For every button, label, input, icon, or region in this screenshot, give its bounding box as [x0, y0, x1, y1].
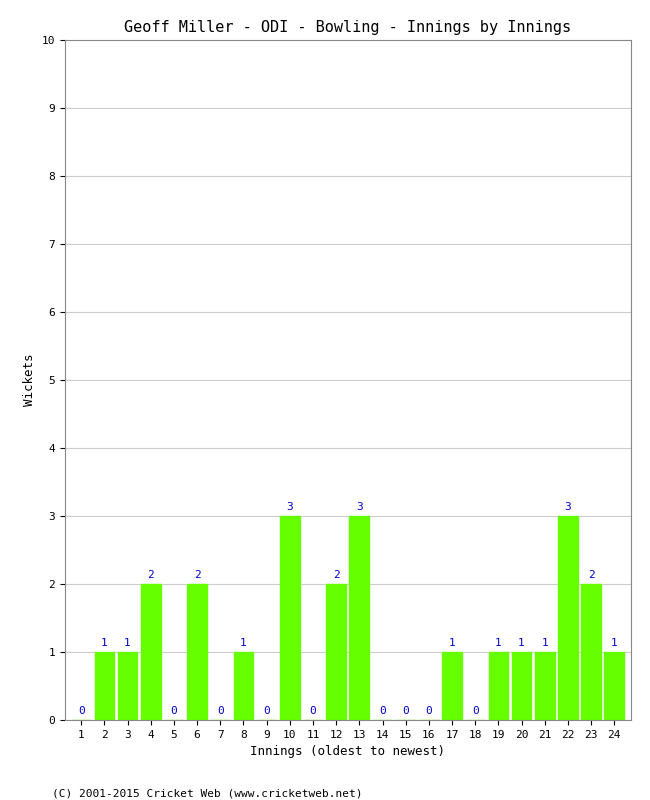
Text: 3: 3 — [356, 502, 363, 512]
Text: (C) 2001-2015 Cricket Web (www.cricketweb.net): (C) 2001-2015 Cricket Web (www.cricketwe… — [52, 788, 363, 798]
Text: 1: 1 — [495, 638, 502, 648]
Text: 0: 0 — [309, 706, 317, 716]
Text: 3: 3 — [565, 502, 571, 512]
Bar — [512, 652, 532, 720]
Text: 1: 1 — [541, 638, 548, 648]
Text: 0: 0 — [402, 706, 409, 716]
Text: 0: 0 — [78, 706, 84, 716]
Bar — [326, 584, 346, 720]
Title: Geoff Miller - ODI - Bowling - Innings by Innings: Geoff Miller - ODI - Bowling - Innings b… — [124, 20, 571, 34]
Text: 1: 1 — [124, 638, 131, 648]
Text: 0: 0 — [426, 706, 432, 716]
X-axis label: Innings (oldest to newest): Innings (oldest to newest) — [250, 746, 445, 758]
Bar — [118, 652, 137, 720]
Text: 2: 2 — [194, 570, 200, 580]
Bar — [489, 652, 508, 720]
Bar — [141, 584, 161, 720]
Bar — [558, 516, 578, 720]
Text: 0: 0 — [170, 706, 177, 716]
Bar — [187, 584, 207, 720]
Text: 2: 2 — [333, 570, 339, 580]
Text: 1: 1 — [611, 638, 618, 648]
Bar — [233, 652, 254, 720]
Bar — [535, 652, 554, 720]
Bar — [94, 652, 114, 720]
Text: 0: 0 — [217, 706, 224, 716]
Text: 0: 0 — [263, 706, 270, 716]
Text: 1: 1 — [240, 638, 247, 648]
Text: 0: 0 — [379, 706, 386, 716]
Bar — [604, 652, 624, 720]
Text: 2: 2 — [148, 570, 154, 580]
Y-axis label: Wickets: Wickets — [23, 354, 36, 406]
Bar — [280, 516, 300, 720]
Text: 1: 1 — [448, 638, 456, 648]
Text: 3: 3 — [287, 502, 293, 512]
Text: 1: 1 — [518, 638, 525, 648]
Bar — [442, 652, 462, 720]
Bar — [581, 584, 601, 720]
Text: 0: 0 — [472, 706, 478, 716]
Bar — [350, 516, 369, 720]
Text: 2: 2 — [588, 570, 595, 580]
Text: 1: 1 — [101, 638, 108, 648]
